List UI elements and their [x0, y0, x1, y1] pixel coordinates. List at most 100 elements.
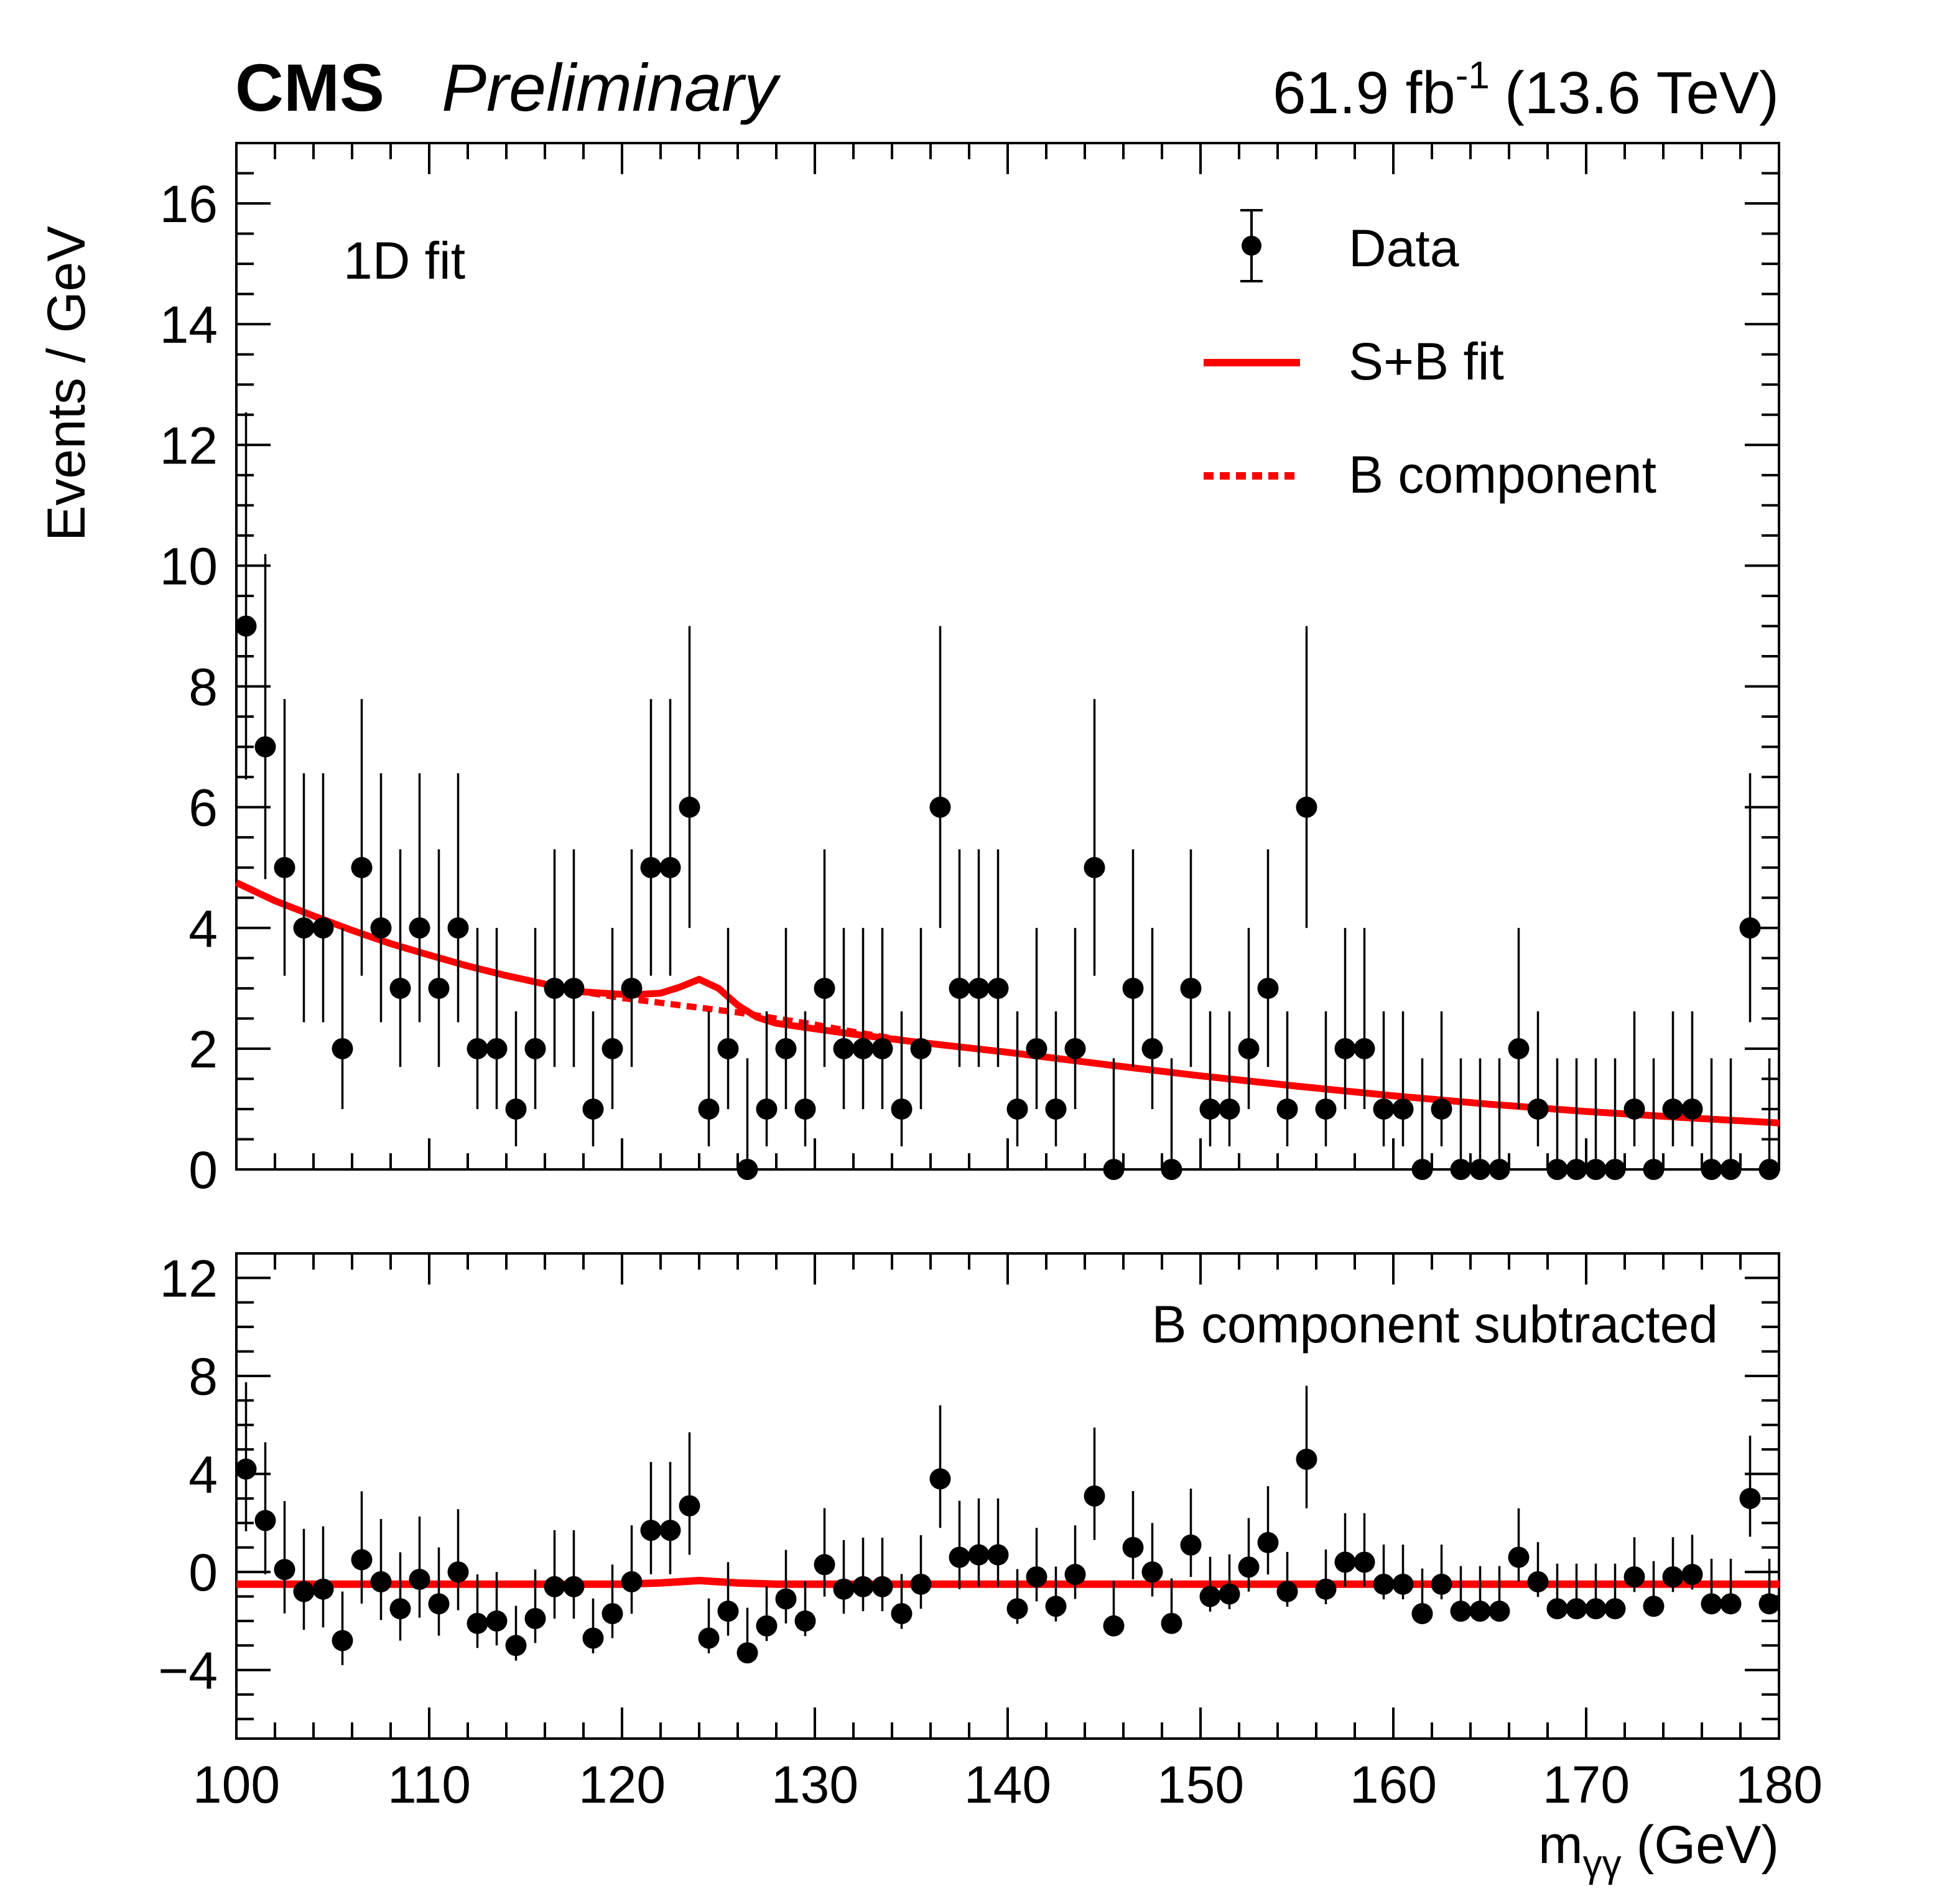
data-marker	[1681, 1098, 1703, 1120]
data-point	[640, 699, 662, 976]
ratio-x-tick-label: 160	[1350, 1755, 1437, 1814]
ratio-data-point	[1103, 1581, 1125, 1637]
data-marker	[1296, 796, 1317, 818]
data-marker	[1315, 1098, 1337, 1120]
data-point	[1720, 1058, 1742, 1180]
data-marker	[1276, 1098, 1298, 1120]
legend-data-symbol	[1240, 209, 1263, 282]
ratio-marker	[794, 1610, 816, 1632]
data-point	[698, 1011, 720, 1146]
ratio-marker	[1566, 1598, 1587, 1620]
data-point	[1431, 1011, 1452, 1146]
lumi-value: 61.9 fb	[1273, 60, 1456, 126]
data-marker	[254, 736, 276, 758]
data-point	[351, 699, 373, 976]
data-marker	[1103, 1159, 1125, 1180]
ratio-marker	[698, 1627, 720, 1649]
data-marker	[235, 615, 257, 637]
data-point	[833, 927, 855, 1109]
data-marker	[1199, 1098, 1221, 1120]
data-marker	[1527, 1098, 1549, 1120]
data-point	[1739, 773, 1761, 1023]
data-marker	[1758, 1159, 1780, 1180]
ratio-marker	[1431, 1573, 1452, 1595]
data-marker	[1623, 1098, 1645, 1120]
data-marker	[756, 1098, 778, 1120]
data-marker	[1701, 1159, 1722, 1180]
data-marker	[1585, 1159, 1607, 1180]
x-axis-unit: (GeV)	[1637, 1815, 1779, 1875]
ratio-data-point	[871, 1537, 893, 1612]
ratio-data-point	[1623, 1537, 1645, 1592]
x-axis-subscript: γγ	[1583, 1842, 1622, 1885]
legend-label-sb-fit: S+B fit	[1349, 332, 1504, 391]
data-marker	[1566, 1159, 1587, 1180]
data-marker	[370, 917, 392, 939]
data-point	[1006, 1011, 1028, 1146]
data-point	[1296, 626, 1317, 928]
ratio-data-point	[949, 1500, 970, 1589]
data-marker	[1720, 1159, 1742, 1180]
data-point	[1643, 1058, 1665, 1180]
ratio-data-point	[621, 1525, 643, 1614]
data-point	[601, 927, 623, 1109]
data-point	[1026, 927, 1047, 1109]
data-marker	[852, 1038, 874, 1059]
ratio-marker	[775, 1588, 797, 1610]
data-marker	[1739, 917, 1761, 939]
ratio-marker	[987, 1544, 1009, 1566]
data-marker	[293, 917, 315, 939]
ratio-marker	[1276, 1581, 1298, 1602]
data-marker	[1604, 1159, 1626, 1180]
main-y-tick-label: 6	[188, 779, 218, 837]
ratio-data-point	[698, 1598, 720, 1653]
main-y-tick-label: 4	[188, 899, 218, 958]
ratio-marker	[601, 1603, 623, 1625]
ratio-x-ticks: 100 110 120 130 140 150 160 170 180	[193, 1253, 1823, 1814]
ratio-marker	[1701, 1593, 1722, 1615]
ratio-data-point	[1257, 1486, 1279, 1575]
data-point	[736, 1058, 758, 1180]
ratio-marker	[254, 1510, 276, 1531]
ratio-data-point	[679, 1432, 700, 1555]
data-marker	[1431, 1098, 1452, 1120]
ratio-marker	[968, 1544, 990, 1566]
data-marker	[621, 977, 643, 999]
ratio-data-point	[1431, 1545, 1452, 1600]
data-point	[1257, 849, 1279, 1067]
data-point	[1758, 1058, 1780, 1180]
ratio-marker	[871, 1576, 893, 1597]
ratio-data-point	[563, 1530, 585, 1619]
x-axis-symbol: m	[1538, 1815, 1583, 1875]
data-marker	[640, 857, 662, 878]
ratio-marker	[1064, 1564, 1086, 1586]
legend: Data S+B fit B component	[1204, 209, 1656, 504]
ratio-data-point	[1392, 1545, 1414, 1600]
ratio-data-point	[312, 1526, 334, 1628]
data-marker	[389, 977, 411, 999]
data-point	[1199, 1011, 1221, 1146]
main-y-tick-label: 0	[188, 1141, 218, 1199]
data-point	[1566, 1058, 1587, 1180]
ratio-marker	[717, 1601, 739, 1622]
data-marker	[467, 1038, 488, 1059]
ratio-data-point	[1450, 1566, 1472, 1622]
data-marker	[1026, 1038, 1047, 1059]
ratio-marker	[467, 1612, 488, 1634]
data-point	[1411, 1058, 1433, 1180]
ratio-data-point	[332, 1591, 353, 1665]
ratio-data-point	[1064, 1525, 1086, 1599]
ratio-data-point	[351, 1491, 373, 1604]
ratio-data-point	[1045, 1566, 1067, 1622]
ratio-marker	[293, 1581, 315, 1602]
ratio-marker	[1180, 1534, 1202, 1556]
data-marker	[1411, 1159, 1433, 1180]
ratio-x-tick-label: 120	[578, 1755, 666, 1814]
main-y-tick-label: 16	[160, 175, 218, 233]
ratio-y-tick-label: 8	[188, 1347, 218, 1406]
main-panel: 0 2 4 6 8 10 12 14 16 1D fit Events / GeV Data S…	[37, 142, 1780, 1199]
data-point	[1546, 1058, 1568, 1180]
data-point	[409, 773, 430, 1023]
data-marker	[698, 1098, 720, 1120]
